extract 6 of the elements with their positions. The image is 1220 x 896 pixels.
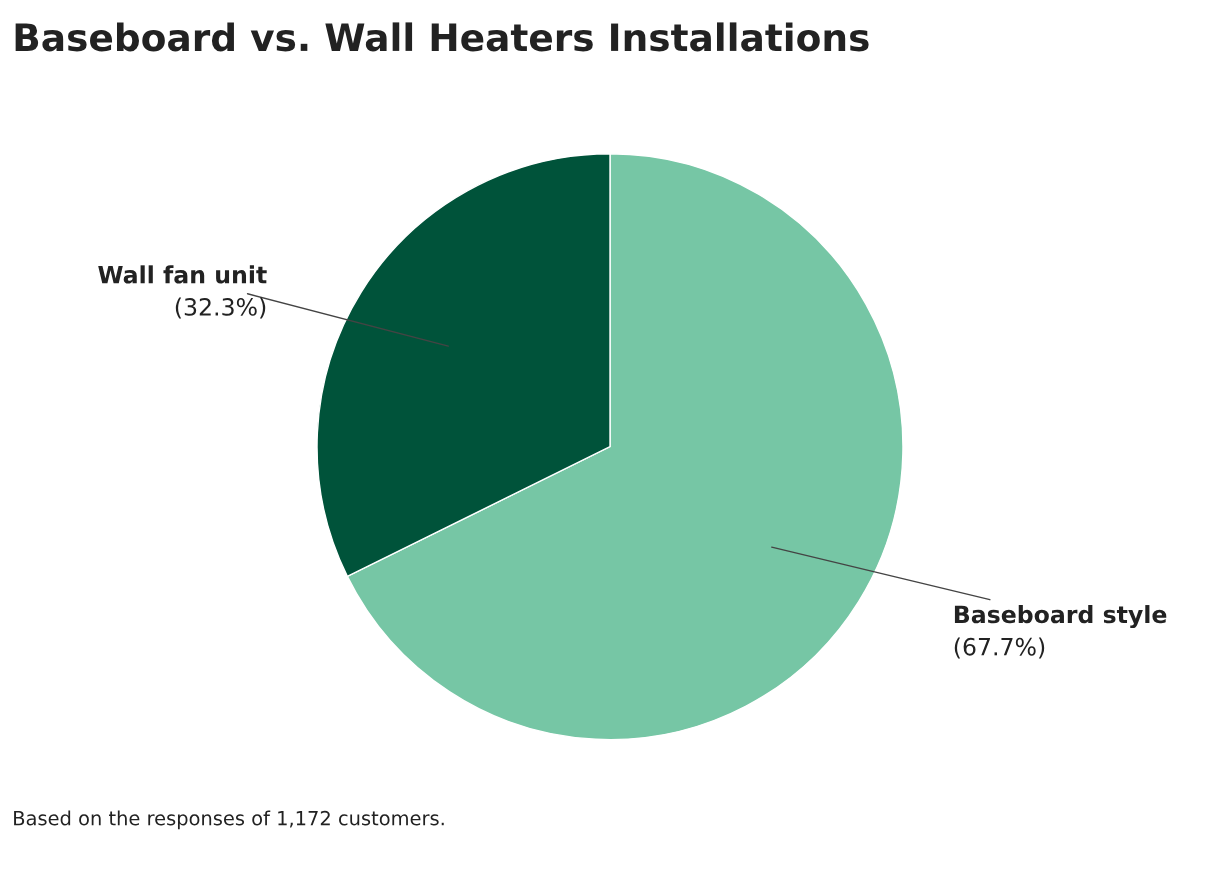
text: Based on the responses of 1,172 customers. bbox=[14, 810, 444, 830]
slice-label: Wall fan unit bbox=[98, 265, 267, 284]
chart-title: Baseboard vs. Wall Heaters Installations bbox=[15, 22, 869, 52]
data-label: (67.7%) bbox=[954, 637, 1045, 659]
slice-label: Baseboard style bbox=[954, 605, 1167, 629]
data-label: (32.3%) bbox=[175, 297, 266, 319]
